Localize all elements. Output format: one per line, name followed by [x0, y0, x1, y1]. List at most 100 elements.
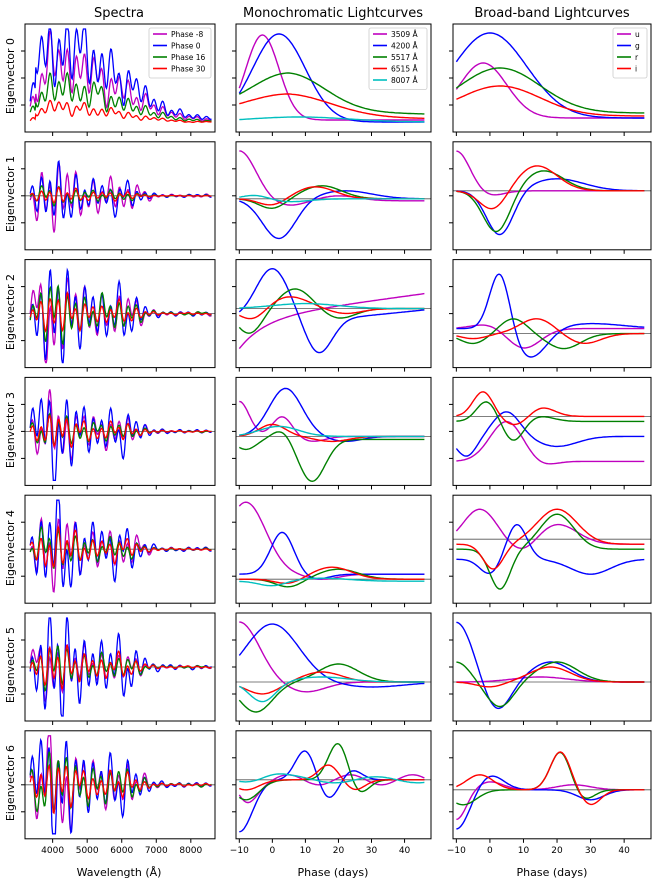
legend-label: 3509 Å — [391, 30, 418, 39]
series-line-2-3 — [456, 318, 645, 344]
xlabel-spectra: Wavelength (Å) — [77, 866, 162, 879]
x-tick-label: 4000 — [41, 846, 64, 856]
legend-label: r — [635, 53, 639, 62]
x-tick-label: −10 — [447, 846, 466, 856]
panel-spectra-3 — [21, 376, 216, 490]
series-line-6-0 — [238, 774, 425, 804]
x-tick-label: 40 — [618, 846, 630, 856]
series-line-0-3 — [29, 99, 212, 123]
series-line-6-3 — [456, 751, 645, 806]
panel-frame — [235, 494, 432, 604]
legend-label: 5517 Å — [391, 53, 418, 62]
legend-label: Phase 0 — [171, 42, 201, 51]
series-line-2-1 — [238, 267, 425, 354]
panel-frame — [235, 376, 432, 486]
panel-monochromatic-0: 3509 Å 4200 Å 5517 Å 6515 Å 8007 Å — [232, 23, 432, 136]
series-line-1-2 — [456, 170, 645, 233]
series-line-3-2 — [456, 401, 645, 441]
series-line-2-1 — [456, 273, 645, 358]
legend-label: 6515 Å — [391, 65, 418, 74]
panel-spectra-0: Phase -8 Phase 0 Phase 16 Phase 30 — [21, 23, 216, 136]
panel-spectra-5 — [21, 612, 216, 725]
panel-frame — [235, 612, 432, 722]
column-title-broadband: Broad-band Lightcurves — [474, 6, 630, 21]
x-tick-label: 20 — [551, 846, 563, 856]
series-line-3-4 — [239, 425, 425, 438]
x-tick-label: 7000 — [145, 846, 168, 856]
row-label-3: Eigenvector 3 — [4, 392, 17, 468]
xlabel-monochromatic: Phase (days) — [298, 866, 369, 879]
legend-monochromatic: 3509 Å 4200 Å 5517 Å 6515 Å 8007 Å — [368, 27, 428, 90]
series-line-6-3 — [29, 763, 212, 815]
series-line-6-1 — [239, 750, 425, 833]
series-line-2-0 — [238, 292, 425, 350]
x-tick-label: 5000 — [76, 846, 99, 856]
legend-label: u — [635, 30, 640, 39]
series-line-0-2 — [455, 67, 645, 114]
series-line-0-1 — [29, 27, 212, 120]
panel-broadband-6: −10 0 10 20 30 40 — [447, 730, 652, 856]
legend-label: Phase 30 — [171, 65, 206, 74]
series-line-1-3 — [29, 186, 212, 204]
panel-frame — [452, 376, 652, 486]
series-line-6-3 — [239, 764, 425, 791]
series-line-4-4 — [239, 577, 425, 587]
legend-label: 4200 Å — [391, 42, 418, 51]
panel-broadband-2 — [449, 259, 652, 372]
panel-monochromatic-3 — [232, 376, 432, 490]
x-tick-label: 8000 — [179, 846, 202, 856]
panel-frame — [452, 730, 652, 840]
series-line-6-0 — [456, 781, 645, 821]
x-tick-label: 0 — [487, 846, 493, 856]
series-line-2-0 — [456, 324, 645, 349]
x-tick-label: 40 — [399, 846, 411, 856]
row-label-2: Eigenvector 2 — [4, 274, 17, 350]
row-label-1: Eigenvector 1 — [4, 156, 17, 232]
series-line-3-2 — [238, 431, 425, 483]
series-line-0-2 — [29, 71, 212, 123]
x-tick-label: 10 — [300, 846, 312, 856]
series-line-0-3 — [239, 93, 425, 119]
panel-broadband-3 — [449, 376, 652, 490]
panel-spectra-4 — [21, 494, 216, 608]
series-line-5-3 — [239, 671, 425, 695]
xlabel-broadband: Phase (days) — [517, 866, 588, 879]
legend-label: Phase -8 — [171, 30, 203, 39]
column-title-monochromatic: Monochromatic Lightcurves — [243, 6, 423, 21]
legend-spectra: Phase -8 Phase 0 Phase 16 Phase 30 — [148, 27, 212, 79]
series-line-3-1 — [29, 397, 212, 482]
panel-monochromatic-4 — [232, 494, 432, 608]
panel-broadband-4 — [449, 494, 652, 608]
series-line-3-0 — [239, 400, 425, 442]
series-line-5-2 — [456, 661, 645, 708]
column-title-spectra: Spectra — [94, 6, 144, 21]
x-tick-label: 30 — [366, 846, 378, 856]
series-line-3-1 — [239, 387, 425, 442]
series-line-5-3 — [29, 644, 212, 690]
series-line-1-0 — [239, 150, 425, 206]
row-label-0: Eigenvector 0 — [4, 38, 17, 114]
series-line-6-4 — [239, 773, 425, 784]
legend-label: 8007 Å — [391, 76, 418, 85]
panel-spectra-2 — [21, 259, 216, 372]
series-line-4-3 — [29, 524, 212, 569]
panel-broadband-1 — [449, 141, 652, 254]
panel-frame — [452, 141, 652, 251]
row-label-6: Eigenvector 6 — [4, 745, 17, 821]
panel-spectra-1 — [21, 141, 216, 254]
series-line-4-3 — [456, 508, 645, 570]
x-tick-label: −10 — [230, 846, 249, 856]
series-line-1-1 — [456, 178, 645, 236]
series-line-2-4 — [239, 302, 425, 310]
series-line-5-3 — [456, 666, 645, 688]
series-line-4-1 — [239, 531, 425, 580]
panel-broadband-5 — [449, 612, 652, 725]
legend-label: Phase 16 — [171, 53, 206, 62]
x-tick-label: 6000 — [110, 846, 133, 856]
series-line-4-3 — [239, 566, 425, 585]
x-tick-label: 10 — [518, 846, 530, 856]
series-line-2-1 — [29, 267, 212, 364]
series-line-1-3 — [456, 165, 645, 210]
